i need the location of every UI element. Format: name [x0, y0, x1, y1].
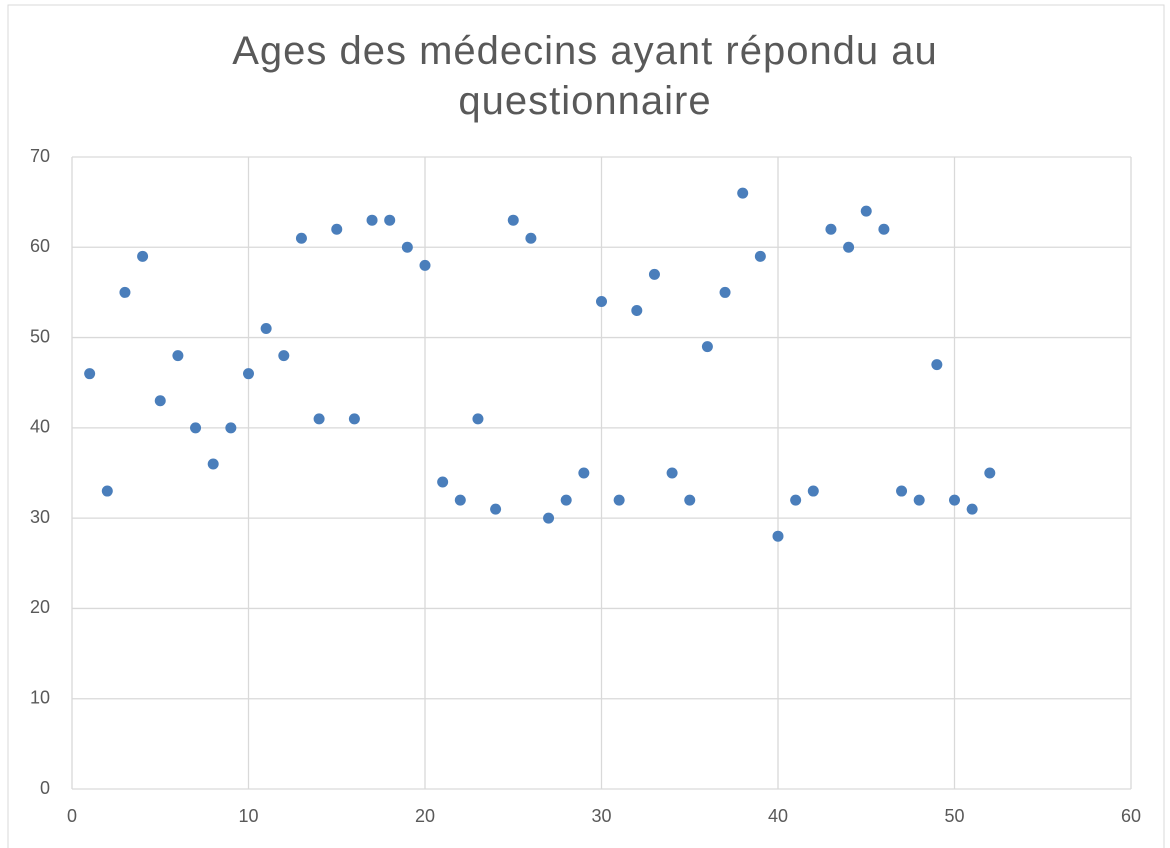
- x-tick-label: 60: [1121, 806, 1141, 826]
- point: [737, 187, 749, 199]
- point: [560, 494, 572, 506]
- point: [719, 286, 731, 298]
- point: [631, 304, 643, 316]
- x-tick-label: 50: [944, 806, 964, 826]
- point: [278, 350, 290, 362]
- point: [931, 359, 943, 371]
- point: [348, 413, 360, 425]
- x-tick-label: 40: [768, 806, 788, 826]
- point: [84, 368, 96, 380]
- point: [984, 467, 996, 479]
- point: [578, 467, 590, 479]
- point: [101, 485, 113, 497]
- point: [366, 214, 378, 226]
- point: [137, 250, 149, 262]
- point: [295, 232, 307, 244]
- point: [790, 494, 802, 506]
- point: [843, 241, 855, 253]
- point: [190, 422, 202, 434]
- x-tick-label: 30: [591, 806, 611, 826]
- point: [260, 323, 272, 335]
- y-tick-label: 0: [40, 778, 50, 798]
- point: [896, 485, 908, 497]
- point: [949, 494, 960, 506]
- point: [419, 259, 431, 271]
- x-tick-label: 0: [67, 806, 77, 826]
- point: [154, 395, 166, 407]
- point: [648, 268, 660, 280]
- point: [772, 530, 784, 542]
- point: [401, 241, 413, 253]
- point: [172, 350, 184, 362]
- point: [825, 223, 837, 235]
- point: [966, 503, 978, 515]
- point: [543, 512, 555, 524]
- point: [384, 214, 396, 226]
- point: [454, 494, 466, 506]
- point: [613, 494, 625, 506]
- point: [313, 413, 325, 425]
- chart-border: [7, 4, 1165, 848]
- point: [684, 494, 696, 506]
- point: [243, 368, 254, 380]
- point: [225, 422, 237, 434]
- y-tick-label: 50: [30, 326, 50, 346]
- point: [754, 250, 766, 262]
- chart-title: Ages des médecins ayant répondu au quest…: [232, 29, 938, 123]
- point: [119, 286, 131, 298]
- point: [596, 295, 607, 307]
- point: [878, 223, 890, 235]
- x-tick-label: 10: [238, 806, 258, 826]
- point: [666, 467, 678, 479]
- point: [490, 503, 502, 515]
- point: [207, 458, 219, 470]
- point: [507, 214, 519, 226]
- point: [701, 341, 713, 353]
- point: [807, 485, 819, 497]
- y-tick-label: 20: [30, 597, 50, 617]
- point: [525, 232, 537, 244]
- point: [860, 205, 872, 217]
- y-tick-label: 40: [30, 417, 50, 437]
- point: [331, 223, 343, 235]
- y-tick-label: 10: [30, 687, 50, 707]
- y-tick-label: 30: [30, 507, 50, 527]
- y-tick-label: 70: [30, 146, 50, 166]
- x-tick-label: 20: [415, 806, 435, 826]
- y-tick-label: 60: [30, 236, 50, 256]
- point: [437, 476, 449, 488]
- point: [472, 413, 484, 425]
- point: [913, 494, 925, 506]
